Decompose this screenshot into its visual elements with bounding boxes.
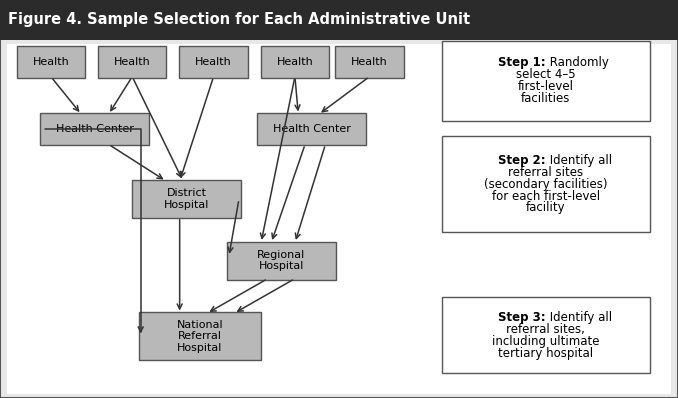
Text: Identify all: Identify all <box>546 311 612 324</box>
Text: Health: Health <box>277 57 313 67</box>
FancyBboxPatch shape <box>258 113 366 145</box>
Text: first-level: first-level <box>518 80 574 93</box>
FancyBboxPatch shape <box>7 44 671 394</box>
FancyBboxPatch shape <box>442 136 650 232</box>
Text: Figure 4. Sample Selection for Each Administrative Unit: Figure 4. Sample Selection for Each Admi… <box>8 12 471 27</box>
Text: Regional
Hospital: Regional Hospital <box>257 250 306 271</box>
FancyBboxPatch shape <box>442 41 650 121</box>
Text: Health: Health <box>33 57 69 67</box>
FancyBboxPatch shape <box>41 113 150 145</box>
FancyBboxPatch shape <box>0 0 678 40</box>
FancyBboxPatch shape <box>335 46 404 78</box>
Text: National
Referral
Hospital: National Referral Hospital <box>177 320 223 353</box>
Text: tertiary hospital: tertiary hospital <box>498 347 593 360</box>
Text: facility: facility <box>526 201 565 215</box>
Text: Health: Health <box>114 57 151 67</box>
Text: Randomly: Randomly <box>546 56 609 69</box>
Text: referral sites,: referral sites, <box>506 323 585 336</box>
Text: referral sites: referral sites <box>508 166 583 179</box>
Text: (secondary facilities): (secondary facilities) <box>484 178 607 191</box>
Text: including ultimate: including ultimate <box>492 335 599 348</box>
Text: for each first-level: for each first-level <box>492 189 600 203</box>
FancyBboxPatch shape <box>16 46 85 78</box>
FancyBboxPatch shape <box>442 297 650 373</box>
Text: Identify all: Identify all <box>546 154 612 167</box>
Text: Health: Health <box>195 57 232 67</box>
Text: facilities: facilities <box>521 92 570 105</box>
Text: Health Center: Health Center <box>56 124 134 135</box>
Text: Step 1:: Step 1: <box>498 56 546 69</box>
Text: Step 2:: Step 2: <box>498 154 546 167</box>
FancyBboxPatch shape <box>226 242 336 280</box>
Text: Health Center: Health Center <box>273 124 351 135</box>
FancyBboxPatch shape <box>261 46 330 78</box>
FancyBboxPatch shape <box>98 46 167 78</box>
Text: select 4–5: select 4–5 <box>516 68 576 81</box>
Text: Health: Health <box>351 57 388 67</box>
Text: District
Hospital: District Hospital <box>164 188 209 210</box>
FancyBboxPatch shape <box>132 180 241 218</box>
FancyBboxPatch shape <box>138 312 261 361</box>
Text: Step 3:: Step 3: <box>498 311 546 324</box>
FancyBboxPatch shape <box>179 46 248 78</box>
